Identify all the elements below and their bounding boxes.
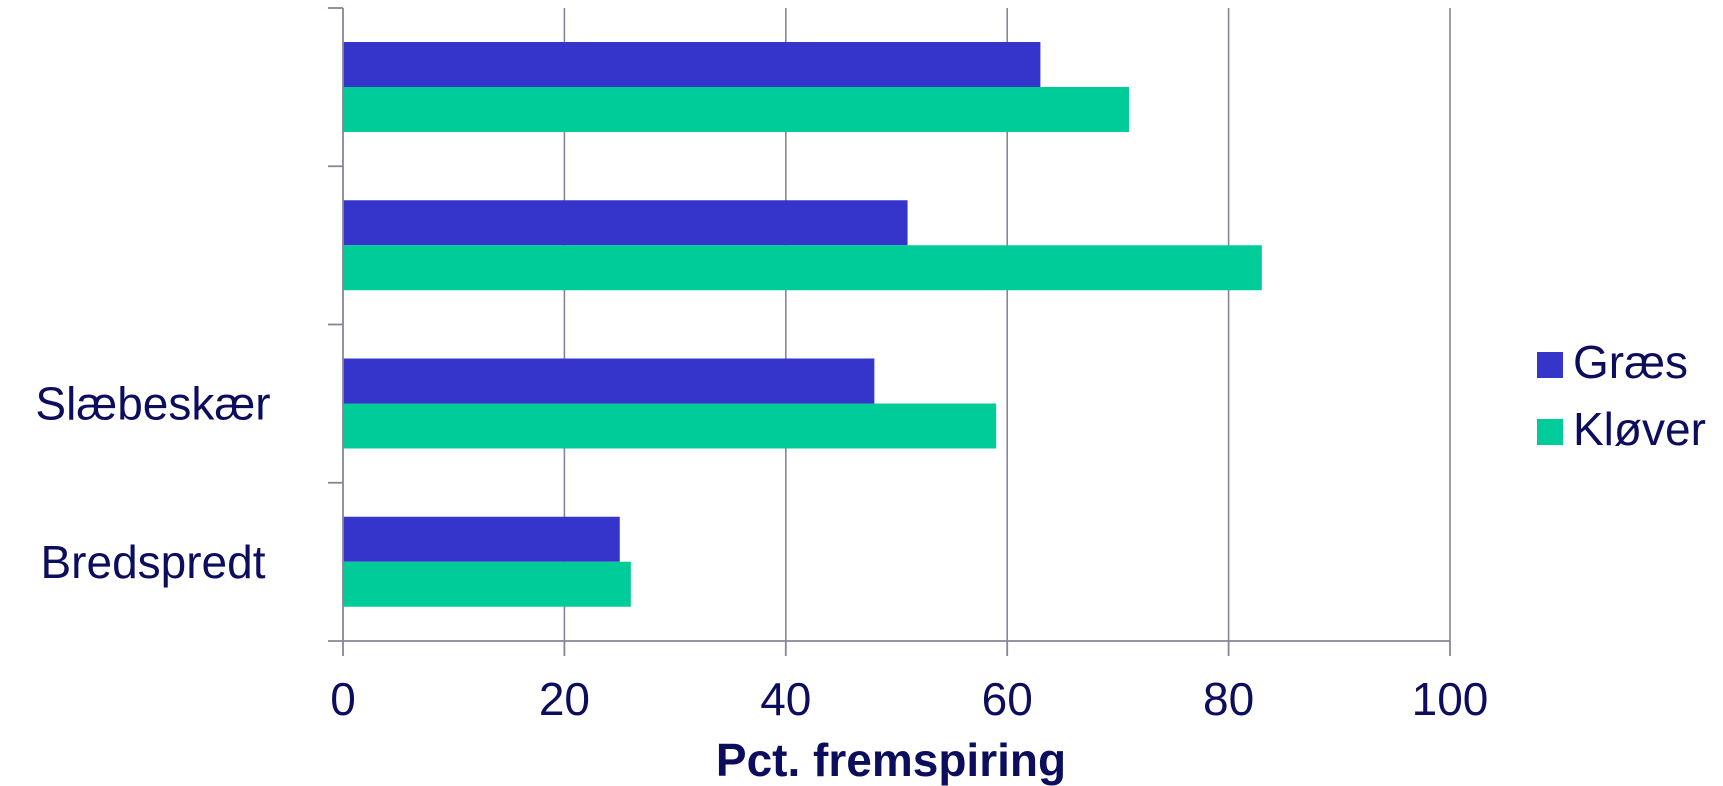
bar-kløver-2	[343, 403, 997, 449]
bar-kløver-3	[343, 561, 631, 607]
bar-kløver-1	[343, 245, 1262, 291]
category-label-3: Bredspredt	[40, 536, 265, 588]
bars	[343, 42, 1262, 607]
x-tick-label-100: 100	[1412, 673, 1489, 725]
category-labels: Slæbeskær Bredspredt	[35, 378, 270, 588]
x-tick-label-60: 60	[982, 673, 1033, 725]
legend: Græs Kløver	[1537, 336, 1706, 455]
bar-kløver-0	[343, 87, 1129, 132]
legend-swatch-kløver	[1537, 419, 1563, 445]
bar-græs-2	[343, 358, 875, 404]
bar-græs-1	[343, 200, 908, 246]
bar-græs-3	[343, 516, 620, 562]
x-tick-label-20: 20	[539, 673, 590, 725]
category-label-2: Slæbeskær	[35, 378, 270, 430]
axes	[328, 7, 1451, 656]
bar-græs-0	[343, 42, 1041, 87]
legend-swatch-græs	[1537, 352, 1563, 378]
x-tick-label-80: 80	[1203, 673, 1254, 725]
x-axis-label: Pct. fremspiring	[716, 734, 1066, 786]
x-tick-label-40: 40	[760, 673, 811, 725]
legend-label-græs: Græs	[1573, 336, 1688, 388]
legend-label-kløver: Kløver	[1573, 403, 1706, 455]
x-tick-label-0: 0	[330, 673, 356, 725]
tick-labels: 0 20 40 60 80 100	[330, 673, 1488, 725]
